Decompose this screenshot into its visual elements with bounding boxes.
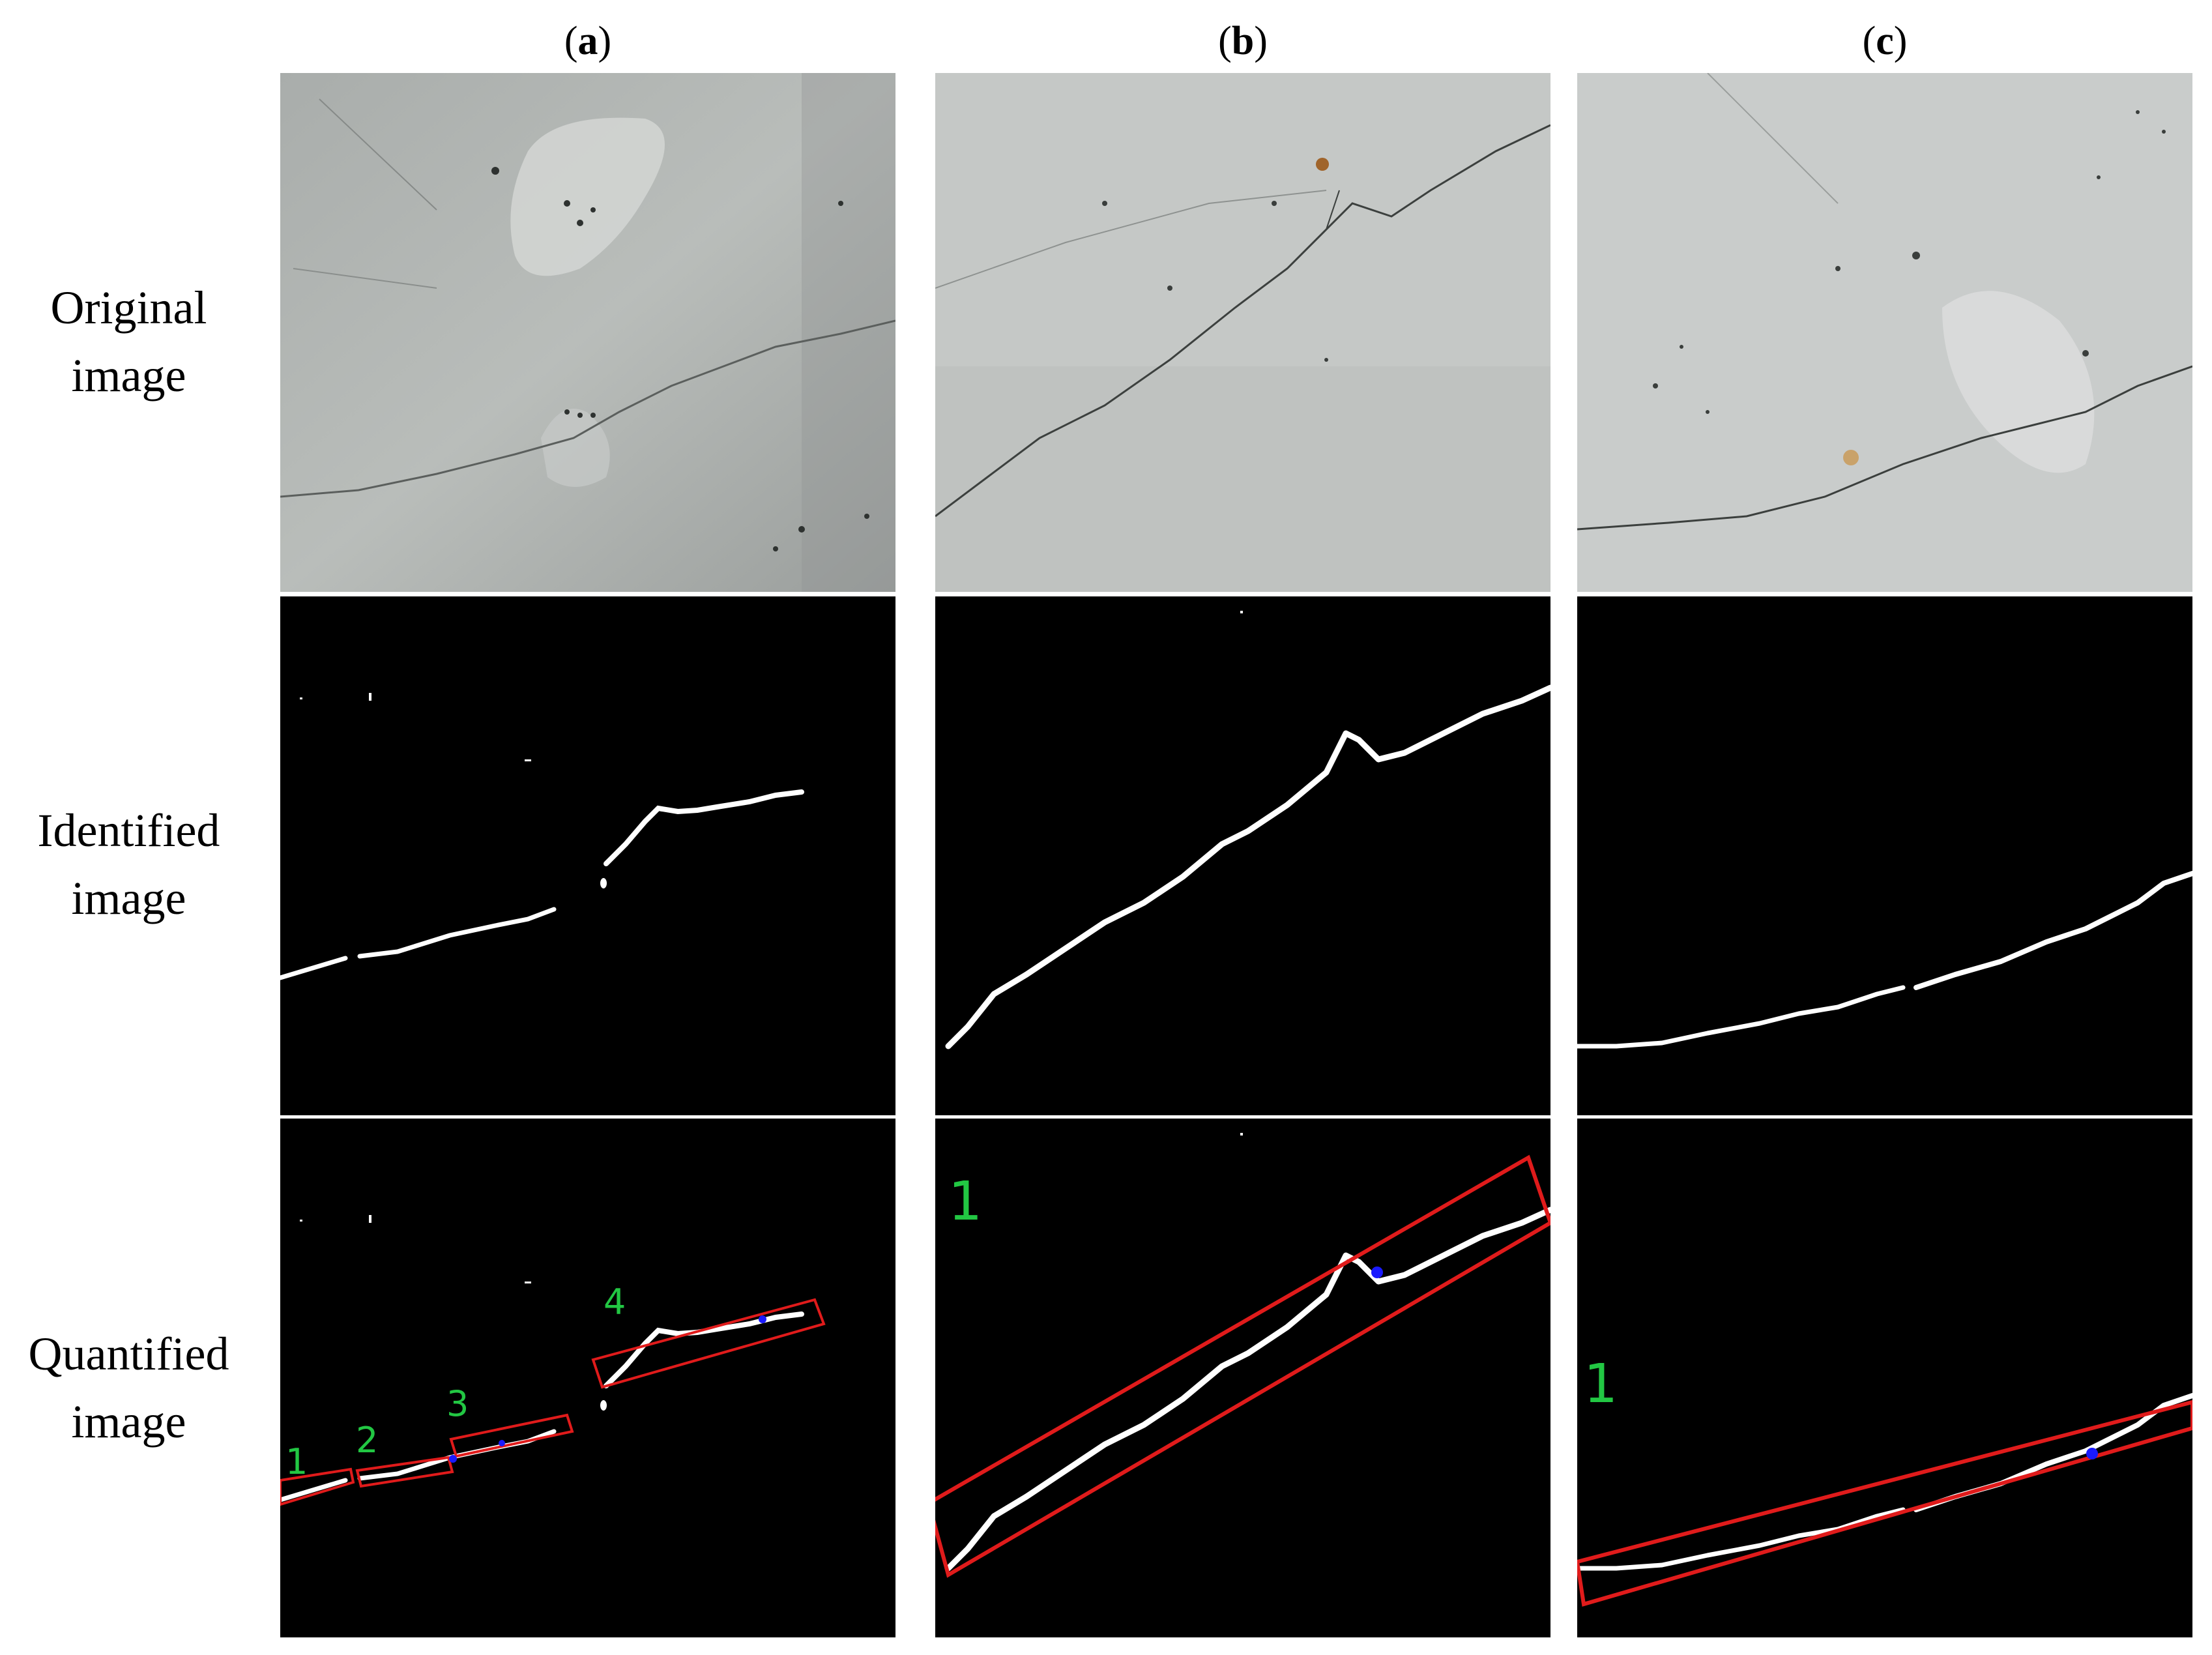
max-width-marker-4	[759, 1315, 766, 1323]
identified-image-b	[935, 596, 1550, 1115]
bounding-box-1	[935, 1154, 1550, 1578]
crack-label-4: 4	[604, 1282, 626, 1323]
bounding-box-4	[591, 1298, 826, 1389]
max-width-marker-1	[1371, 1267, 1383, 1278]
column-label-c: (c)	[1862, 19, 1908, 63]
original-image-a	[280, 73, 895, 592]
quantified-image-a: 1 2 3 4	[280, 1119, 895, 1637]
quantified-image-c: 1	[1577, 1119, 2192, 1637]
max-width-marker-1	[2086, 1448, 2098, 1459]
crack-label-3: 3	[446, 1383, 469, 1424]
column-label-a: (a)	[564, 19, 612, 63]
column-label-b: (b)	[1218, 19, 1268, 63]
crack-label-1: 1	[948, 1171, 982, 1233]
identified-image-a	[280, 596, 895, 1115]
identified-image-c	[1577, 596, 2192, 1115]
row-label-original: Original image	[50, 282, 207, 402]
quantified-image-b: 1	[935, 1119, 1550, 1637]
original-image-c	[1577, 73, 2192, 592]
row-label-quantified: Quantified image	[28, 1328, 229, 1448]
bounding-box-1	[280, 1467, 355, 1506]
original-image-b	[935, 73, 1550, 592]
max-width-marker-3	[499, 1440, 505, 1446]
bounding-box-3	[449, 1413, 574, 1458]
bounding-box-2	[355, 1456, 454, 1488]
row-label-identified: Identified image	[37, 804, 220, 924]
crack-label-2: 2	[356, 1420, 378, 1461]
bounding-box-1	[1577, 1399, 2192, 1607]
max-width-marker-2	[449, 1455, 457, 1463]
crack-label-1: 1	[285, 1441, 308, 1482]
crack-label-1: 1	[1584, 1353, 1618, 1415]
